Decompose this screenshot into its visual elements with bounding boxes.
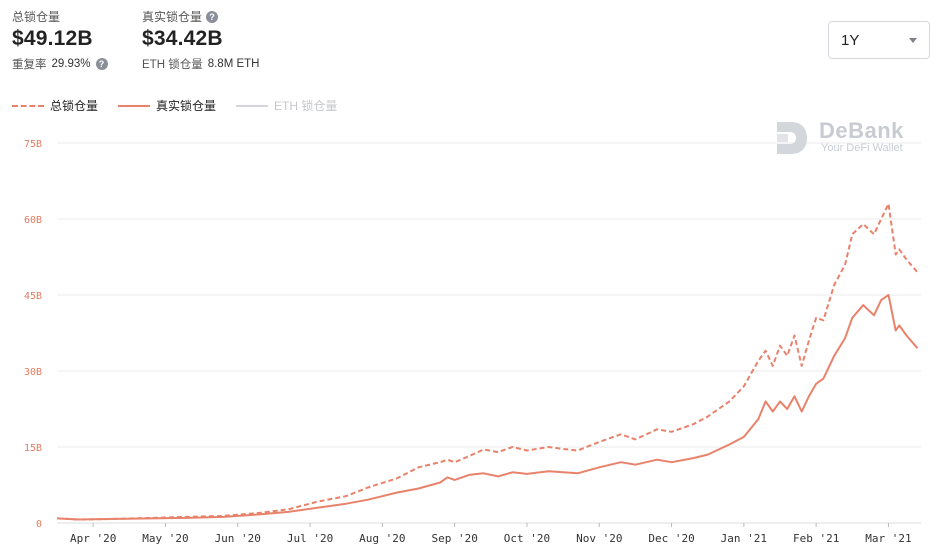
solid-line-icon	[118, 104, 151, 107]
legend-item-eth[interactable]: ETH 锁仓量	[236, 97, 337, 114]
x-tick-label: Oct '20	[504, 532, 550, 545]
debank-logo-icon	[777, 122, 807, 154]
x-tick-label: Aug '20	[359, 532, 405, 545]
legend-label-eth: ETH 锁仓量	[274, 99, 338, 113]
x-tick-label: Feb '21	[793, 532, 839, 545]
y-tick-label: 60B	[24, 215, 42, 226]
chart-series	[56, 202, 919, 521]
x-tick-label: Mar '21	[865, 532, 911, 545]
eth-locked-label: ETH 锁仓量	[142, 59, 203, 71]
x-tick-label: Dec '20	[648, 532, 694, 545]
repeat-rate-value: 29.93%	[51, 58, 91, 70]
x-axis: Apr '20 May '20 Jun '20 Jul '20 Aug '20 Sep '…	[70, 523, 912, 545]
x-tick-label: Apr '20	[70, 532, 116, 545]
legend-item-total[interactable]: 总锁仓量	[12, 97, 98, 114]
x-tick-label: Jun '20	[215, 532, 261, 545]
eth-locked-value: 8.8M ETH	[207, 58, 260, 70]
help-icon[interactable]: ?	[95, 58, 108, 70]
help-icon[interactable]: ?	[206, 10, 219, 23]
watermark-name: DeBank	[819, 118, 904, 143]
solid-line-icon	[236, 104, 269, 107]
real-tvl-label: 真实锁仓量	[142, 10, 203, 24]
dashed-line-icon	[12, 104, 44, 107]
y-tick-label: 0	[36, 519, 42, 530]
eth-locked: ETH 锁仓量 8.8M ETH	[142, 56, 259, 72]
x-tick-label: Jul '20	[287, 532, 333, 545]
chart-legend: 总锁仓量 真实锁仓量 ETH 锁仓量	[12, 97, 337, 114]
real-tvl-stat: 真实锁仓量 ? $34.42B ETH 锁仓量 8.8M ETH	[142, 8, 259, 72]
x-tick-label: May '20	[142, 532, 188, 545]
chart-grid	[57, 142, 921, 524]
x-tick-label: Sep '20	[431, 532, 477, 545]
chevron-down-icon	[909, 38, 917, 43]
y-tick-label: 30B	[24, 367, 42, 378]
y-tick-label: 15B	[24, 443, 42, 454]
y-axis: 0 15B 30B 45B 60B 75B	[24, 139, 42, 530]
watermark-tagline: Your DeFi Wallet	[821, 142, 903, 154]
time-range-value: 1Y	[841, 32, 860, 49]
total-tvl-stat: 总锁仓量 $49.12B 重复率 29.93% ?	[12, 8, 108, 72]
total-tvl-value: $49.12B	[12, 27, 93, 50]
series-line-total-tvl	[56, 202, 919, 521]
real-tvl-value: $34.42B	[142, 27, 223, 50]
time-range-select[interactable]: 1Y	[828, 21, 930, 59]
total-tvl-label: 总锁仓量	[12, 10, 61, 24]
legend-label-real: 真实锁仓量	[156, 99, 217, 113]
x-tick-label: Nov '20	[576, 532, 622, 545]
repeat-rate-label: 重复率	[12, 59, 47, 71]
y-tick-label: 75B	[24, 139, 42, 150]
repeat-rate: 重复率 29.93% ?	[12, 56, 108, 72]
x-tick-label: Jan '21	[721, 532, 767, 545]
y-tick-label: 45B	[24, 291, 42, 302]
legend-label-total: 总锁仓量	[50, 99, 99, 113]
legend-item-real[interactable]: 真实锁仓量	[118, 97, 216, 114]
series-line-real-tvl	[56, 294, 919, 521]
